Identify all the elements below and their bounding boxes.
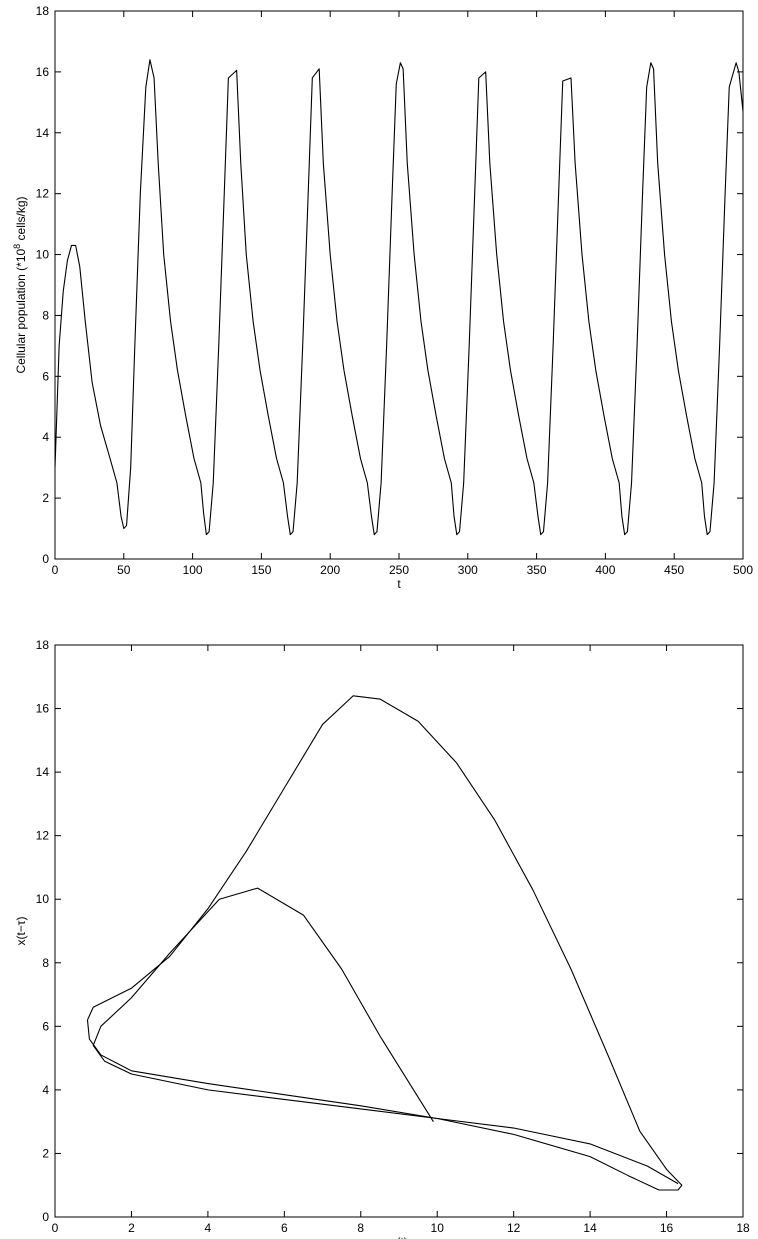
- y-tick-label: 6: [42, 1019, 49, 1033]
- y-tick-label: 10: [36, 248, 50, 262]
- y-tick-label: 4: [42, 1083, 49, 1097]
- y-tick-label: 2: [42, 491, 49, 505]
- data-line: [54, 59, 744, 536]
- y-axis-label-part: cells/kg): [14, 196, 28, 243]
- x-tick-label: 50: [117, 563, 131, 577]
- y-tick-label: 2: [42, 1146, 49, 1160]
- y-tick-label: 6: [42, 369, 49, 383]
- y-tick-label: 18: [36, 4, 50, 18]
- y-tick-label: 0: [42, 552, 49, 566]
- x-axis-label: x(t): [390, 1235, 407, 1239]
- x-tick-label: 6: [281, 1221, 288, 1235]
- y-tick-label: 16: [36, 702, 50, 716]
- x-tick-label: 10: [431, 1221, 445, 1235]
- x-tick-label: 8: [357, 1221, 364, 1235]
- y-tick-label: 14: [36, 126, 50, 140]
- y-tick-label: 16: [36, 65, 50, 79]
- x-tick-label: 150: [251, 563, 271, 577]
- x-tick-label: 0: [52, 1221, 59, 1235]
- x-tick-label: 100: [183, 563, 203, 577]
- y-tick-label: 4: [42, 430, 49, 444]
- x-tick-label: 350: [527, 563, 547, 577]
- data-line: [92, 887, 679, 1185]
- y-axis-label-part: Cellular population (*10: [14, 248, 28, 373]
- y-tick-label: 8: [42, 956, 49, 970]
- x-tick-label: 18: [736, 1221, 750, 1235]
- x-tick-label: 500: [733, 563, 753, 577]
- x-tick-label: 250: [389, 563, 409, 577]
- y-tick-label: 10: [36, 892, 50, 906]
- y-tick-label: 18: [36, 638, 50, 652]
- x-axis-label: t: [397, 577, 401, 591]
- data-line: [86, 695, 683, 1191]
- y-tick-label: 12: [36, 829, 50, 843]
- x-tick-label: 0: [52, 563, 59, 577]
- y-tick-label: 12: [36, 187, 50, 201]
- x-tick-label: 300: [458, 563, 478, 577]
- x-tick-label: 450: [664, 563, 684, 577]
- y-axis-label-part: 8: [12, 244, 22, 249]
- x-tick-label: 2: [128, 1221, 135, 1235]
- y-axis-label: x(t−τ): [14, 916, 28, 945]
- x-tick-label: 4: [205, 1221, 212, 1235]
- x-tick-label: 14: [583, 1221, 597, 1235]
- x-tick-label: 200: [320, 563, 340, 577]
- y-tick-label: 14: [36, 765, 50, 779]
- x-tick-label: 400: [595, 563, 615, 577]
- axes-frame: [54, 644, 744, 1218]
- x-tick-label: 12: [507, 1221, 521, 1235]
- y-tick-label: 8: [42, 308, 49, 322]
- y-tick-label: 0: [42, 1210, 49, 1224]
- x-tick-label: 16: [660, 1221, 674, 1235]
- y-axis-label: Cellular population (*108 cells/kg): [12, 196, 28, 373]
